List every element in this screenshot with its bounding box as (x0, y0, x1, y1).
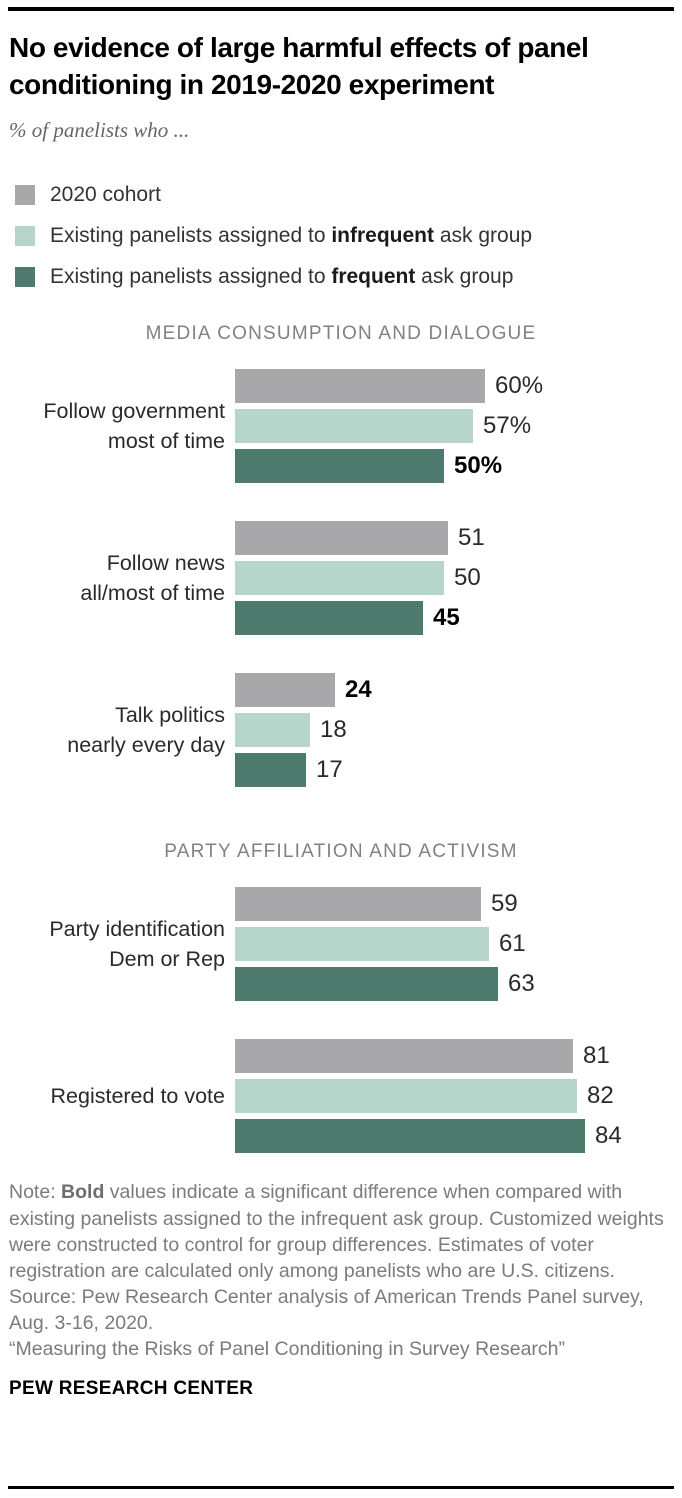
bar-value-label: 81 (583, 1042, 610, 1070)
bar-row: 50 (235, 561, 485, 596)
bar-row: 60% (235, 369, 544, 404)
bar-2020-cohort (235, 673, 335, 708)
bar-frequent-group (235, 753, 306, 788)
group-label: Party identification Dem or Rep (49, 916, 225, 972)
bar-stack: 81 82 84 (235, 1039, 622, 1154)
source-text: Source: Pew Research Center analysis of … (9, 1285, 644, 1335)
bar-value-label: 59 (491, 890, 518, 918)
bar-group-party-identification: Party identification Dem or Rep 59 61 63 (0, 887, 682, 1002)
bar-value-label: 84 (595, 1122, 622, 1150)
bar-2020-cohort (235, 369, 485, 404)
bar-frequent-group (235, 967, 498, 1002)
bar-row: 82 (235, 1079, 622, 1114)
bar-group-follow-government: Follow government most of time 60% 57% 5… (0, 369, 682, 484)
bar-value-label: 51 (458, 524, 485, 552)
bar-row: 57% (235, 409, 543, 444)
bar-infrequent-group (235, 713, 310, 748)
bar-value-label: 57% (483, 412, 532, 440)
bar-stack: 51 50 45 (235, 521, 485, 636)
section-header-media: MEDIA CONSUMPTION AND DIALOGUE (145, 323, 537, 345)
bar-value-label: 17 (316, 756, 343, 784)
group-label: Follow news all/most of time (80, 550, 225, 606)
bar-row: 24 (235, 673, 372, 708)
bar-value-label: 63 (508, 970, 535, 998)
bar-row: 18 (235, 713, 372, 748)
bar-row: 50% (235, 449, 543, 484)
legend-label: Existing panelists assigned to frequent … (50, 265, 514, 289)
bar-row: 81 (235, 1039, 622, 1074)
group-label: Talk politics nearly every day (67, 702, 225, 758)
bottom-rule (8, 1486, 674, 1489)
bar-2020-cohort (235, 1039, 573, 1074)
bar-value-label: 50% (454, 452, 503, 480)
bar-2020-cohort (235, 521, 448, 556)
legend-label: 2020 cohort (50, 183, 161, 207)
bar-value-label: 50 (454, 564, 481, 592)
bar-2020-cohort (235, 887, 481, 922)
bar-group-talk-politics: Talk politics nearly every day 24 18 17 (0, 673, 682, 788)
page-subtitle: % of panelists who ... (9, 118, 190, 143)
group-label: Registered to vote (50, 1084, 226, 1109)
bar-row: 84 (235, 1119, 622, 1154)
legend-label: Existing panelists assigned to infrequen… (50, 224, 533, 248)
bar-infrequent-group (235, 409, 473, 444)
bar-frequent-group (235, 449, 444, 484)
bar-frequent-group (235, 601, 423, 636)
top-rule (8, 7, 674, 11)
bar-value-label: 24 (345, 676, 372, 704)
bar-stack: 24 18 17 (235, 673, 372, 788)
bar-stack: 59 61 63 (235, 887, 535, 1002)
report-title-text: “Measuring the Risks of Panel Conditioni… (9, 1338, 566, 1361)
chart-legend: 2020 cohort Existing panelists assigned … (15, 182, 682, 290)
bar-stack: 60% 57% 50% (235, 369, 544, 484)
bar-row: 45 (235, 601, 485, 636)
legend-swatch-light-teal (15, 226, 35, 247)
bar-row: 61 (235, 927, 535, 962)
bar-row: 63 (235, 967, 535, 1002)
bar-value-label: 45 (433, 604, 460, 632)
section-header-party: PARTY AFFILIATION AND ACTIVISM (164, 841, 518, 863)
bar-value-label: 61 (499, 930, 526, 958)
bar-group-registered-to-vote: Registered to vote 81 82 84 (0, 1039, 682, 1154)
bar-row: 51 (235, 521, 485, 556)
bar-infrequent-group (235, 927, 489, 962)
page-title: No evidence of large harmful effects of … (9, 32, 589, 101)
bar-row: 59 (235, 887, 535, 922)
bar-row: 17 (235, 753, 372, 788)
group-label: Follow government most of time (43, 398, 225, 454)
legend-item-frequent: Existing panelists assigned to frequent … (15, 264, 682, 290)
brand-wordmark: PEW RESEARCH CENTER (9, 1378, 254, 1400)
bar-value-label: 60% (495, 372, 544, 400)
bar-value-label: 18 (320, 716, 347, 744)
bar-frequent-group (235, 1119, 585, 1154)
legend-swatch-dark-teal (15, 267, 35, 288)
note-text: Note: Bold values indicate a significant… (9, 1181, 664, 1282)
bar-infrequent-group (235, 561, 444, 596)
footer-notes: Note: Bold values indicate a significant… (9, 1179, 668, 1362)
bar-group-follow-news: Follow news all/most of time 51 50 45 (0, 521, 682, 636)
legend-swatch-gray (15, 185, 35, 206)
legend-item-infrequent: Existing panelists assigned to infrequen… (15, 223, 682, 249)
legend-item-2020-cohort: 2020 cohort (15, 182, 682, 208)
bar-value-label: 82 (587, 1082, 614, 1110)
bar-infrequent-group (235, 1079, 577, 1114)
